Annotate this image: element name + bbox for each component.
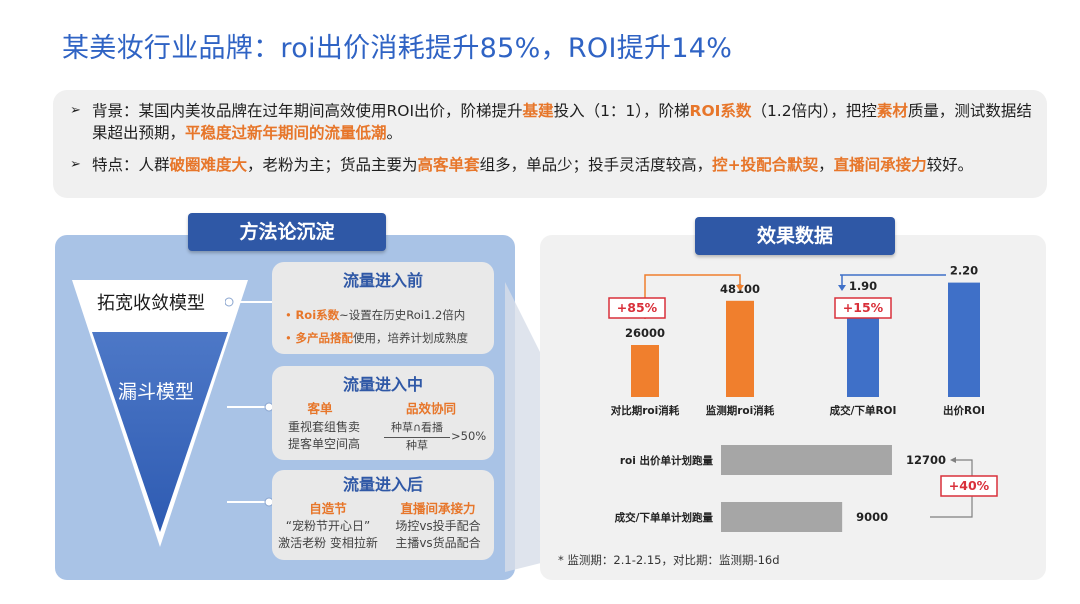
footnote: * 监测期：2.1-2.15，对比期：监测期-16d — [558, 553, 780, 567]
hbar-value-label: 12700 — [906, 453, 946, 467]
bg-hl-sucai: 素材 — [876, 102, 908, 120]
card3-title: 流量进入后 — [342, 475, 423, 494]
model-top-label: 拓宽收敛模型 — [97, 293, 205, 314]
growth-badge-label: +85% — [617, 300, 658, 315]
arrow-head-icon — [950, 457, 956, 463]
feat-hl-kedan: 高客单套 — [417, 156, 480, 174]
card1-item2-text: 使用，培养计划成熟度 — [352, 331, 468, 345]
feat-text: ，老粉为主；货品主要为 — [247, 156, 418, 174]
hbar-category-label: roi 出价单计划跑量 — [620, 454, 714, 467]
bar-hbar — [721, 445, 892, 475]
arrow-head-icon — [736, 285, 744, 291]
card3-left-l2: 激活老粉 变相拉新 — [278, 536, 378, 550]
funnel-graphic — [72, 280, 248, 547]
bg-text: （1.2倍内），把控 — [751, 102, 877, 120]
result-charts: 26000对比期roi消耗48100监测期roi消耗+85%1.90成交/下单R… — [608, 264, 998, 532]
fraction-line — [384, 437, 450, 438]
bg-text: 投入（1：1），阶梯 — [553, 102, 690, 120]
growth-badge — [940, 475, 998, 497]
feat-text: 组多，单品少；投手灵活度较高， — [479, 156, 713, 174]
card1-item2: • 多产品搭配使用，培养计划成熟度 — [285, 331, 468, 345]
arrow-head-icon — [838, 285, 846, 291]
feat-text: ， — [818, 156, 834, 174]
growth-badge-label: +15% — [843, 300, 884, 315]
bg-hl-jijian: 基建 — [522, 102, 554, 120]
card3-left-l1: “宠粉节开心日” — [285, 519, 371, 533]
hbar-category-label: 成交/下单单计划跑量 — [615, 511, 714, 524]
card2-frac-top: 种草∩看播 — [390, 421, 444, 434]
bar-consumption — [726, 300, 754, 397]
bar-value-label: 2.20 — [950, 264, 978, 278]
bar-category-label: 对比期roi消耗 — [611, 404, 680, 417]
bullet-arrow-icon: ➢ — [70, 157, 81, 172]
card1-item1-hl: Roi系数 — [295, 308, 340, 322]
card-after-traffic — [272, 470, 494, 560]
bar-category-label: 出价ROI — [943, 404, 985, 417]
bg-text: 质量，测试数据结果超出预期， — [92, 102, 1032, 142]
growth-badge — [834, 297, 892, 319]
bg-label: 背景：某国内美妆品牌在过年期间高效使用ROI出价，阶梯提升 — [92, 102, 523, 120]
bg-hl-roi: ROI系数 — [689, 102, 752, 120]
feat-label: 特点：人群 — [92, 156, 170, 174]
bar-value-label: 26000 — [625, 326, 665, 340]
hbar-value-label: 9000 — [856, 510, 888, 524]
card-before-traffic — [272, 262, 494, 354]
card2-title: 流量进入中 — [342, 375, 423, 394]
card2-frac-bottom: 种草 — [406, 439, 428, 452]
growth-bracket — [644, 274, 741, 319]
card1-item1: • Roi系数~设置在历史Roi1.2倍内 — [285, 308, 466, 322]
bar-category-label: 成交/下单ROI — [830, 404, 897, 417]
bullet-arrow-icon: ➢ — [70, 103, 81, 118]
card1-title: 流量进入前 — [342, 271, 423, 290]
bar-hbar — [721, 502, 843, 532]
bar-category-label: 监测期roi消耗 — [706, 404, 775, 417]
bg-hl-pingwen: 平稳度过新年期间的流量低潮 — [185, 124, 387, 142]
card3-right-l2: 主播vs货品配合 — [395, 536, 481, 550]
card1-item2-hl: 多产品搭配 — [295, 331, 353, 345]
feat-hl-poquan: 破圈难度大 — [169, 156, 248, 174]
page-title: 某美妆行业品牌：roi出价消耗提升85%，ROI提升14% — [62, 33, 733, 64]
funnel-model-label: 漏斗模型 — [118, 381, 195, 403]
card3-right-head: 直播间承接力 — [400, 501, 476, 516]
funnel-connectors — [225, 297, 274, 507]
background-bullet: ➢ 背景：某国内美妆品牌在过年期间高效使用ROI出价，阶梯提升基建投入（1：1）… — [70, 100, 1032, 144]
background-box — [53, 90, 1047, 198]
result-banner: 效果数据 — [695, 217, 895, 255]
growth-badge-label: +40% — [949, 478, 990, 493]
method-banner: 方法论沉淀 — [188, 213, 386, 251]
bg-text: 。 — [386, 124, 403, 142]
bar-value-label: 1.90 — [849, 279, 877, 293]
card2-left-head: 客单 — [307, 401, 333, 416]
feat-hl-kongtou: 控+投配合默契 — [712, 156, 819, 174]
card2-left-l2: 提客单空间高 — [287, 437, 360, 451]
funnel-inner — [92, 332, 228, 532]
bar-roi — [948, 282, 980, 397]
panel-connector — [505, 282, 545, 572]
card1-item1-text: ~设置在历史Roi1.2倍内 — [339, 308, 466, 322]
feat-hl-zhibo: 直播间承接力 — [833, 156, 927, 174]
feature-bullet: ➢ 特点：人群破圈难度大，老粉为主；货品主要为高客单套组多，单品少；投手灵活度较… — [70, 154, 1030, 198]
card2-frac-rhs: >50% — [451, 429, 487, 443]
card2-right-head: 品效协同 — [405, 401, 456, 416]
bar-consumption — [631, 345, 659, 397]
card3-left-head: 自造节 — [309, 501, 347, 516]
card3-right-l1: 场控vs投手配合 — [395, 519, 481, 533]
card2-left-l1: 重视套组售卖 — [287, 420, 360, 434]
growth-badge — [608, 297, 666, 319]
feat-text: 较好。 — [926, 156, 974, 174]
card-during-traffic — [272, 366, 494, 460]
